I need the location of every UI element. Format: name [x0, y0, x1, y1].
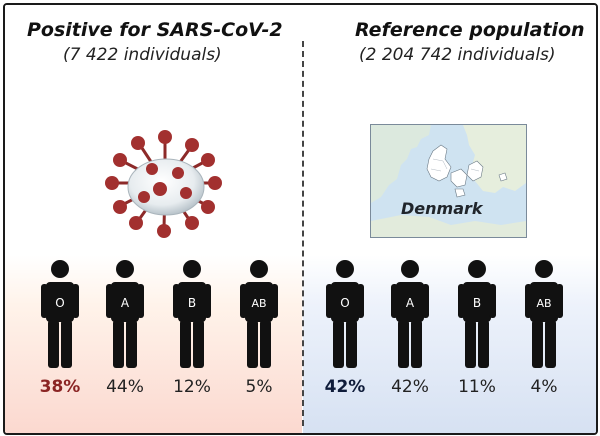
- infographic-frame: Positive for SARS-CoV-2 (7 422 individua…: [3, 3, 598, 435]
- person-icon: B: [173, 260, 211, 368]
- person-icon: AB: [525, 260, 563, 368]
- percent-o-reference: 42%: [324, 377, 366, 397]
- denmark-map: Denmark: [370, 124, 527, 238]
- person-icon: B: [458, 260, 496, 368]
- person-icon: O: [41, 260, 79, 368]
- person-b-positive: B: [173, 260, 211, 368]
- blood-type-label: A: [121, 296, 130, 310]
- left-subtitle: (7 422 individuals): [63, 45, 222, 65]
- percent-b-positive: 12%: [173, 377, 211, 397]
- percent-o-positive: 38%: [39, 377, 81, 397]
- right-subtitle: (2 204 742 individuals): [359, 45, 556, 65]
- right-title: Reference population: [355, 19, 585, 41]
- person-ab-positive: AB: [240, 260, 278, 368]
- blood-type-label: B: [473, 296, 481, 310]
- left-title: Positive for SARS-CoV-2: [27, 19, 283, 41]
- person-a-reference: A: [391, 260, 429, 368]
- blood-type-label: A: [406, 296, 415, 310]
- person-ab-reference: AB: [525, 260, 563, 368]
- map-label: Denmark: [401, 199, 483, 218]
- percent-a-reference: 42%: [391, 377, 429, 397]
- person-o-reference: O: [326, 260, 364, 368]
- person-icon: A: [106, 260, 144, 368]
- person-icon: A: [391, 260, 429, 368]
- person-icon: O: [326, 260, 364, 368]
- percent-ab-positive: 5%: [245, 377, 273, 397]
- blood-type-label: AB: [536, 297, 551, 310]
- blood-type-label: AB: [251, 297, 266, 310]
- blood-type-label: B: [188, 296, 196, 310]
- percent-a-positive: 44%: [106, 377, 144, 397]
- panel-divider: [302, 41, 304, 426]
- blood-type-label: O: [55, 296, 64, 310]
- person-b-reference: B: [458, 260, 496, 368]
- blood-type-label: O: [340, 296, 349, 310]
- person-a-positive: A: [106, 260, 144, 368]
- percent-b-reference: 11%: [458, 377, 496, 397]
- person-o-positive: O: [41, 260, 79, 368]
- person-icon: AB: [240, 260, 278, 368]
- virus-icon: [105, 130, 222, 238]
- percent-ab-reference: 4%: [530, 377, 558, 397]
